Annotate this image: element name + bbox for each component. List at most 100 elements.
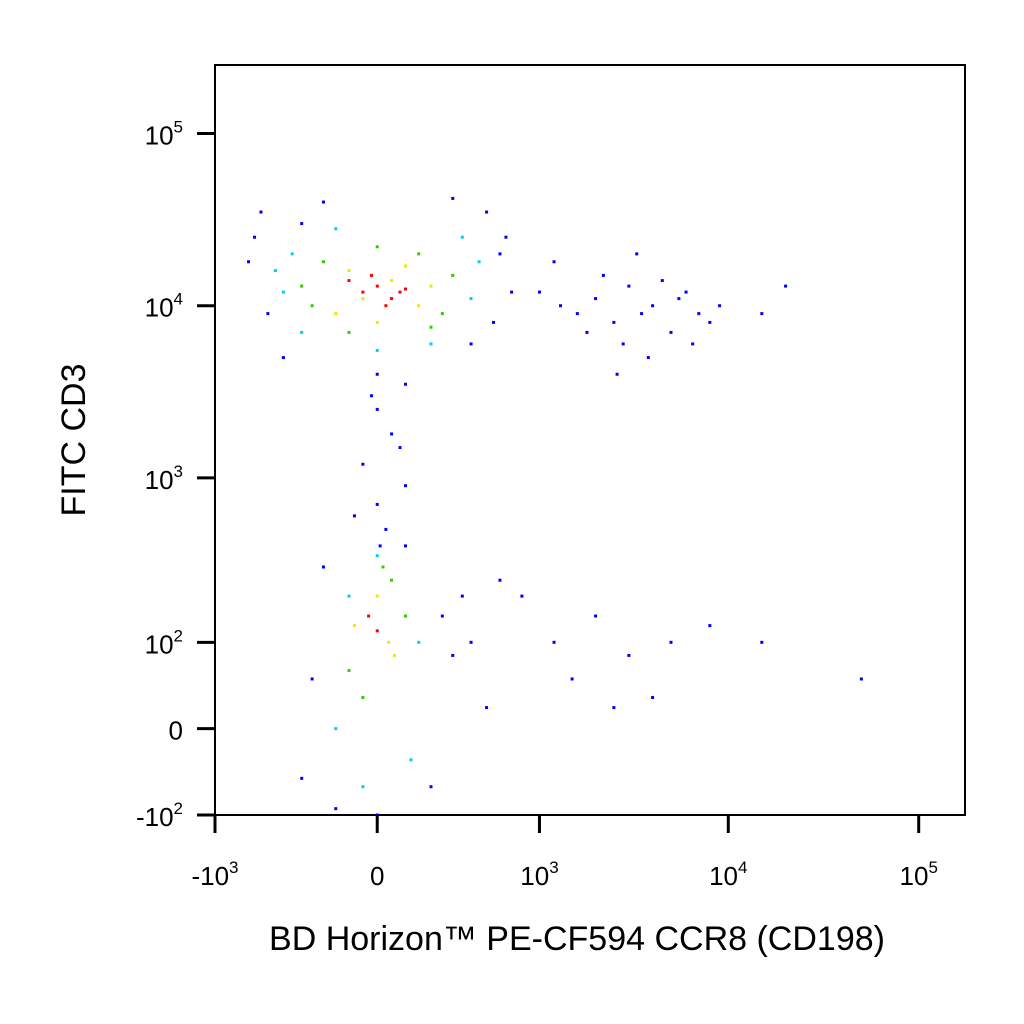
data-point	[334, 727, 338, 731]
data-point	[429, 342, 433, 346]
data-point	[347, 594, 351, 598]
y-tick-label: 104	[145, 290, 183, 323]
data-point	[361, 785, 365, 789]
data-point	[347, 330, 351, 334]
data-point	[477, 260, 481, 264]
data-point	[403, 614, 407, 618]
tick-exponent: 4	[174, 290, 183, 309]
data-point	[520, 594, 524, 598]
data-point	[247, 260, 251, 264]
data-point	[760, 312, 764, 316]
data-point	[612, 320, 616, 324]
data-point	[621, 342, 625, 346]
data-point	[660, 279, 664, 283]
x-axis-title: BD Horizon™ PE-CF594 CCR8 (CD198)	[269, 920, 885, 958]
data-point	[387, 640, 391, 644]
data-point	[491, 320, 495, 324]
data-point	[669, 330, 673, 334]
tick-base: 10	[520, 861, 549, 891]
data-point	[403, 287, 407, 291]
x-tick-label: 105	[900, 858, 938, 891]
data-point	[429, 785, 433, 789]
data-point	[361, 297, 365, 301]
data-point	[281, 290, 285, 294]
data-point	[334, 227, 338, 231]
plot-frame	[214, 64, 966, 816]
data-point	[635, 252, 639, 256]
data-point	[253, 235, 257, 239]
data-point	[451, 196, 455, 200]
data-point	[375, 554, 379, 558]
data-point	[708, 624, 712, 628]
data-point	[398, 446, 402, 450]
data-point	[321, 565, 325, 569]
data-point	[398, 290, 402, 294]
data-point	[390, 297, 394, 301]
tick-base: -10	[191, 861, 229, 891]
y-tick-label: 103	[145, 462, 183, 495]
data-point	[300, 284, 304, 288]
data-point	[390, 578, 394, 582]
data-point	[259, 210, 263, 214]
data-point	[347, 269, 351, 273]
data-point	[417, 640, 421, 644]
data-point	[300, 222, 304, 226]
tick-base: -10	[136, 802, 174, 832]
data-point	[684, 290, 688, 294]
tick-exponent: 2	[174, 799, 183, 818]
data-point	[334, 312, 338, 316]
data-point	[375, 594, 379, 598]
data-point	[594, 614, 598, 618]
data-point	[384, 527, 388, 531]
data-point	[403, 382, 407, 386]
data-point	[669, 640, 673, 644]
data-point	[504, 235, 508, 239]
data-point	[375, 284, 379, 288]
tick-exponent: 2	[174, 626, 183, 645]
data-point	[403, 264, 407, 268]
data-point	[390, 279, 394, 283]
data-point	[347, 279, 351, 283]
data-point	[594, 297, 598, 301]
tick-base: 10	[145, 121, 174, 151]
data-point	[300, 330, 304, 334]
data-point	[375, 629, 379, 633]
data-point	[429, 325, 433, 329]
data-point	[375, 320, 379, 324]
data-point	[381, 565, 385, 569]
data-point	[640, 312, 644, 316]
data-point	[375, 502, 379, 506]
data-point	[347, 669, 351, 673]
data-point	[352, 514, 356, 518]
tick-exponent: 3	[174, 462, 183, 481]
data-point	[537, 290, 541, 294]
tick-base: 10	[145, 629, 174, 659]
data-point	[646, 356, 650, 360]
data-point	[361, 462, 365, 466]
data-point	[498, 252, 502, 256]
data-point	[378, 544, 382, 548]
data-point	[760, 640, 764, 644]
tick-exponent: 5	[174, 118, 183, 137]
data-point	[451, 653, 455, 657]
data-point	[552, 640, 556, 644]
data-point	[469, 342, 473, 346]
data-point	[485, 706, 489, 710]
y-axis-title: FITC CD3	[55, 364, 93, 517]
tick-exponent: 5	[928, 858, 937, 877]
x-tick-label: -103	[191, 858, 238, 891]
x-tick-label: 0	[370, 861, 384, 891]
data-point	[677, 297, 681, 301]
data-point	[409, 758, 413, 762]
data-point	[469, 297, 473, 301]
data-point	[273, 269, 277, 273]
data-point	[784, 284, 788, 288]
data-point	[375, 245, 379, 249]
data-point	[321, 260, 325, 264]
data-point	[718, 304, 722, 308]
data-point	[369, 273, 373, 277]
data-point	[290, 252, 294, 256]
data-point	[559, 304, 563, 308]
